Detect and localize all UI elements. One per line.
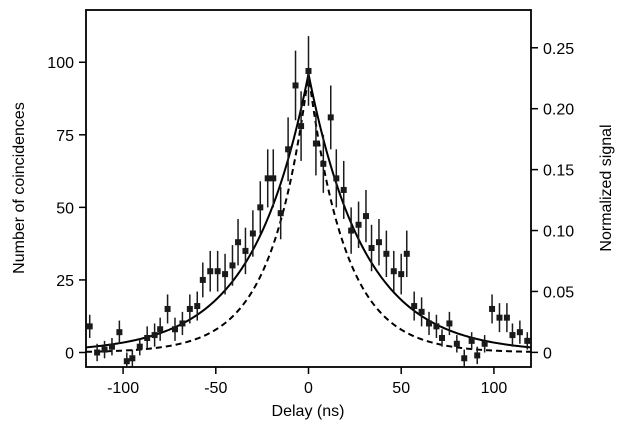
data-point xyxy=(453,340,460,347)
y2-tick-label: 0.15 xyxy=(543,163,574,180)
data-point xyxy=(222,271,229,278)
data-point xyxy=(214,268,221,275)
y2-tick-label: 0 xyxy=(543,345,552,362)
y2-tick-label: 0.05 xyxy=(543,284,574,301)
data-point xyxy=(481,340,488,347)
data-point xyxy=(199,276,206,283)
data-point xyxy=(207,268,214,275)
data-point xyxy=(264,175,271,182)
data-point xyxy=(151,332,158,339)
data-point xyxy=(355,221,362,228)
data-point xyxy=(340,186,347,193)
y2-tick-label: 0.10 xyxy=(543,224,574,241)
y2-tick-label: 0.25 xyxy=(543,41,574,58)
data-point xyxy=(348,227,355,234)
data-point xyxy=(136,343,143,350)
data-point xyxy=(285,146,292,153)
data-point xyxy=(461,355,468,362)
y2-axis-title: Normalized signal xyxy=(598,124,615,251)
data-point xyxy=(489,305,496,312)
y2-tick-label: 0.20 xyxy=(543,102,574,119)
x-tick-label: -50 xyxy=(204,380,227,397)
data-point xyxy=(398,271,405,278)
data-point xyxy=(179,320,186,327)
data-point xyxy=(298,123,305,130)
data-point xyxy=(439,334,445,341)
data-point xyxy=(418,308,425,315)
x-tick-label: 50 xyxy=(392,380,410,397)
data-point xyxy=(235,239,242,246)
data-point xyxy=(172,326,178,333)
data-point xyxy=(312,140,319,147)
data-point xyxy=(94,349,101,356)
data-point xyxy=(426,320,433,327)
data-point xyxy=(362,213,369,220)
data-point xyxy=(123,358,130,365)
data-point xyxy=(108,343,115,350)
data-point xyxy=(229,262,236,269)
data-point xyxy=(524,337,531,344)
data-point xyxy=(86,323,93,330)
data-marks xyxy=(85,36,532,367)
solid-fit-line xyxy=(85,73,532,349)
data-point xyxy=(116,329,123,336)
y-tick-label: 100 xyxy=(47,55,74,72)
dashed-fit-line xyxy=(85,73,532,353)
y-tick-label: 50 xyxy=(56,200,74,217)
data-point xyxy=(129,355,136,362)
data-point xyxy=(433,323,440,330)
data-point xyxy=(375,239,382,246)
data-point xyxy=(277,210,284,217)
data-point xyxy=(411,303,418,310)
data-point xyxy=(516,329,523,336)
x-tick-label: 100 xyxy=(481,380,508,397)
data-point xyxy=(157,326,164,333)
data-point xyxy=(186,305,193,312)
data-point xyxy=(327,114,334,121)
data-point xyxy=(468,337,475,344)
data-point xyxy=(383,250,390,257)
data-point xyxy=(474,352,481,359)
y-tick-label: 75 xyxy=(56,128,74,145)
x-tick-label: 0 xyxy=(304,380,313,397)
data-point xyxy=(101,346,108,353)
data-point xyxy=(503,314,510,321)
y-tick-label: 25 xyxy=(56,273,74,290)
data-point xyxy=(496,314,503,321)
data-point xyxy=(403,250,410,257)
data-point xyxy=(164,305,171,312)
y-axis-title: Number of coincidences xyxy=(11,102,28,274)
data-point xyxy=(144,334,151,341)
data-point xyxy=(390,268,397,275)
data-point xyxy=(257,204,264,211)
data-point xyxy=(509,332,516,339)
data-point xyxy=(242,247,249,254)
y-tick-label: 0 xyxy=(65,345,74,362)
axes-group: -100 -50 0 50 100 0 25 50 75 100 0 0.05 0.10 0.15 0.20… xyxy=(47,41,574,397)
data-point xyxy=(368,245,375,251)
data-point xyxy=(305,67,312,74)
x-tick-label: -100 xyxy=(107,380,139,397)
data-point xyxy=(292,82,299,89)
data-point xyxy=(270,175,277,182)
data-point xyxy=(249,230,256,237)
data-point xyxy=(333,175,340,182)
x-axis-title: Delay (ns) xyxy=(272,403,345,420)
data-point xyxy=(194,303,201,310)
data-point xyxy=(446,320,453,327)
data-point xyxy=(320,160,327,167)
